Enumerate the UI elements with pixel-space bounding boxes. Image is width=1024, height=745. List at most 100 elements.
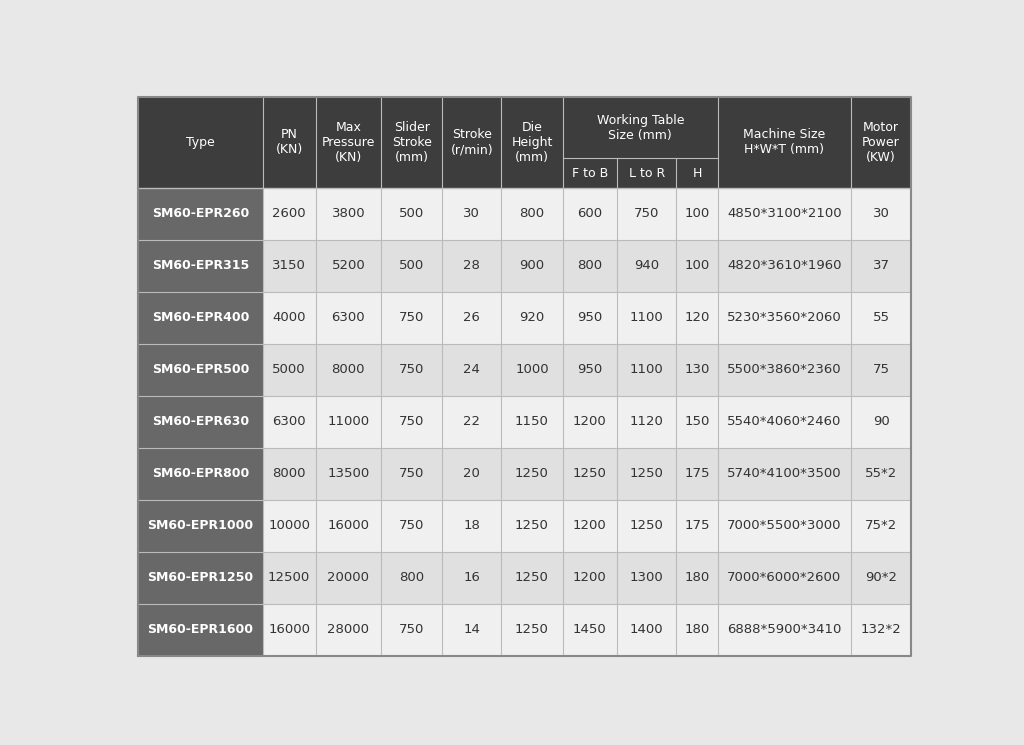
Text: 6888*5900*3410: 6888*5900*3410 [727,623,842,636]
Text: F to B: F to B [571,167,608,180]
Text: Stroke
(r/min): Stroke (r/min) [451,128,494,156]
Bar [138,292,263,344]
Text: 1250: 1250 [515,519,549,532]
Text: 1200: 1200 [573,519,607,532]
Text: 4000: 4000 [272,311,306,324]
Text: 20: 20 [464,467,480,481]
Text: 8000: 8000 [332,364,366,376]
Text: 132*2: 132*2 [860,623,901,636]
Text: 1100: 1100 [630,364,664,376]
Text: Motor
Power
(KW): Motor Power (KW) [862,121,900,164]
Bar [138,97,911,188]
Text: 12500: 12500 [268,571,310,584]
Text: 180: 180 [684,571,710,584]
Text: SM60-EPR260: SM60-EPR260 [152,207,249,221]
Text: 28000: 28000 [328,623,370,636]
Text: 900: 900 [519,259,545,273]
Text: 20000: 20000 [328,571,370,584]
Text: 750: 750 [399,364,425,376]
Text: 6300: 6300 [272,415,306,428]
Text: L to R: L to R [629,167,665,180]
Bar [138,188,263,240]
Text: 5500*3860*2360: 5500*3860*2360 [727,364,842,376]
Bar [138,344,911,396]
Text: 1250: 1250 [573,467,607,481]
Text: 175: 175 [684,467,710,481]
Bar [138,240,263,292]
Text: 30: 30 [464,207,480,221]
Text: 1300: 1300 [630,571,664,584]
Text: 3150: 3150 [272,259,306,273]
Text: 28: 28 [464,259,480,273]
Text: 2600: 2600 [272,207,306,221]
Text: Slider
Stroke
(mm): Slider Stroke (mm) [392,121,432,164]
Text: 750: 750 [399,623,425,636]
Bar [138,396,911,448]
Text: 6300: 6300 [332,311,366,324]
Bar [138,448,911,500]
Bar [138,448,263,500]
Text: 16000: 16000 [328,519,370,532]
Text: 750: 750 [634,207,659,221]
Text: 16000: 16000 [268,623,310,636]
Text: 14: 14 [464,623,480,636]
Bar [138,396,263,448]
Text: 150: 150 [684,415,710,428]
Text: 13500: 13500 [328,467,370,481]
Text: SM60-EPR500: SM60-EPR500 [152,364,249,376]
Text: SM60-EPR1250: SM60-EPR1250 [147,571,254,584]
Text: 500: 500 [399,259,424,273]
Text: 16: 16 [464,571,480,584]
Bar [138,500,263,551]
Text: 1450: 1450 [573,623,607,636]
Text: 55: 55 [872,311,890,324]
Text: 5200: 5200 [332,259,366,273]
Text: 1200: 1200 [573,571,607,584]
Text: 1250: 1250 [515,623,549,636]
Text: 600: 600 [578,207,602,221]
Text: 1400: 1400 [630,623,664,636]
Text: 75: 75 [872,364,890,376]
Text: 800: 800 [519,207,545,221]
Text: 26: 26 [464,311,480,324]
Text: 7000*5500*3000: 7000*5500*3000 [727,519,842,532]
Text: 1200: 1200 [573,415,607,428]
Text: 800: 800 [399,571,424,584]
Text: 75*2: 75*2 [865,519,897,532]
Text: 500: 500 [399,207,424,221]
Text: SM60-EPR1600: SM60-EPR1600 [147,623,254,636]
Text: 100: 100 [684,207,710,221]
Text: PN
(KN): PN (KN) [275,128,303,156]
Text: 1150: 1150 [515,415,549,428]
Text: 920: 920 [519,311,545,324]
Text: 750: 750 [399,519,425,532]
Text: 940: 940 [634,259,659,273]
Text: 1120: 1120 [630,415,664,428]
Text: 950: 950 [578,311,602,324]
Text: SM60-EPR315: SM60-EPR315 [152,259,249,273]
Text: 950: 950 [578,364,602,376]
Text: 10000: 10000 [268,519,310,532]
Text: 1250: 1250 [515,571,549,584]
Bar [138,551,263,603]
Text: 1250: 1250 [630,467,664,481]
Text: 1250: 1250 [630,519,664,532]
Text: 1000: 1000 [515,364,549,376]
Text: 1250: 1250 [515,467,549,481]
Text: 130: 130 [684,364,710,376]
Text: Die
Height
(mm): Die Height (mm) [511,121,553,164]
Text: SM60-EPR400: SM60-EPR400 [152,311,249,324]
Text: 750: 750 [399,311,425,324]
Text: 22: 22 [464,415,480,428]
Bar [138,603,911,656]
Text: Max
Pressure
(KN): Max Pressure (KN) [322,121,375,164]
Text: 3800: 3800 [332,207,366,221]
Text: 4850*3100*2100: 4850*3100*2100 [727,207,842,221]
Text: 120: 120 [684,311,710,324]
Text: 90*2: 90*2 [865,571,897,584]
Text: 7000*6000*2600: 7000*6000*2600 [727,571,842,584]
Text: 1100: 1100 [630,311,664,324]
Text: 180: 180 [684,623,710,636]
Bar [138,292,911,344]
Text: Type: Type [186,136,215,149]
